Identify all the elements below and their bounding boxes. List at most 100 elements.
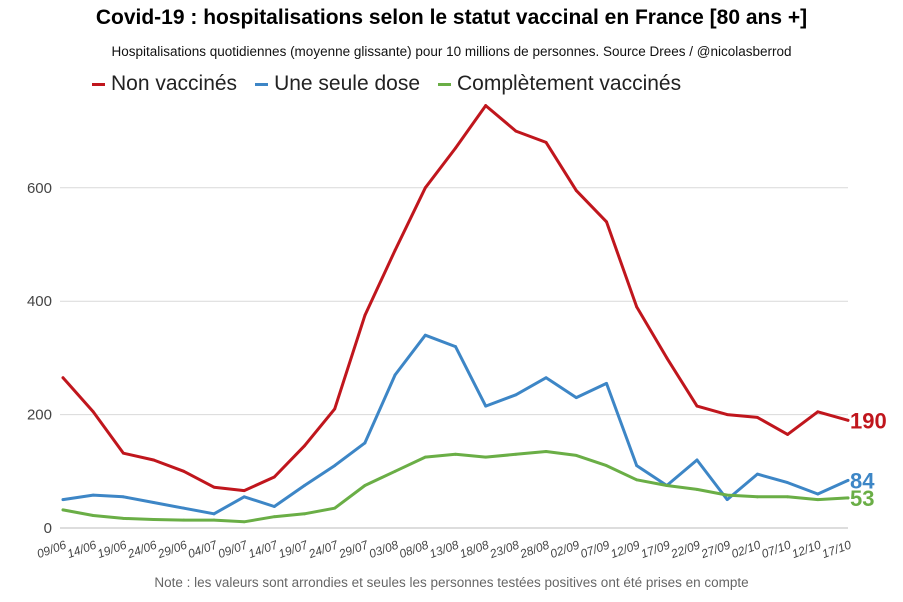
series-0-point-19 [635,305,639,309]
legend-label-completement-vaccines: Complètement vaccinés [457,72,682,95]
x-tick-label-19: 12/09 [609,538,642,562]
series-2-point-10 [363,484,367,487]
series-1-point-25 [816,492,820,496]
series-0-point-12 [423,186,427,190]
series-2-point-11 [393,469,397,473]
x-tick-label-3: 24/06 [125,538,159,562]
series-0-point-17 [574,189,578,193]
series-1-point-3 [152,501,155,504]
series-0-point-5 [212,485,216,489]
series-2-point-17 [574,454,578,457]
series-1-point-13 [454,345,457,348]
series-0-point-13 [454,146,457,150]
series-2-point-15 [514,452,518,456]
x-tick-label-21: 22/09 [668,538,702,562]
series-0-point-24 [786,433,790,436]
series-0-point-3 [152,458,155,462]
series-1-point-9 [333,464,337,468]
series-2-point-5 [212,518,216,522]
series-0-point-22 [725,413,729,416]
series-1-point-5 [212,512,216,516]
x-tick-label-1: 14/06 [65,538,98,562]
legend-item-une-seule-dose: Une seule dose [255,72,420,96]
x-tick-label-15: 23/08 [487,538,521,562]
x-tick-label-25: 12/10 [790,538,823,562]
x-tick-label-16: 28/08 [517,538,551,562]
series-2-point-18 [605,464,608,468]
series-0-point-25 [816,410,820,414]
series-1-point-26 [846,478,850,482]
series-0-point-7 [272,475,276,479]
series-line-2 [61,450,850,524]
y-tick-label-400: 400 [27,293,52,310]
series-0-point-23 [756,416,759,419]
end-label-series-2: 53 [850,486,874,511]
series-0-point-26 [846,418,850,422]
x-tick-label-20: 17/09 [639,538,672,562]
series-1-point-1 [91,493,95,497]
series-2-point-8 [303,512,306,516]
series-1-point-8 [303,484,306,487]
series-line-0 [61,104,850,493]
series-2-point-20 [665,484,669,487]
legend-item-non-vaccines: Non vaccinés [92,72,237,96]
series-2-point-9 [333,506,337,510]
series-0-point-18 [605,220,608,224]
series-2-point-14 [484,455,488,459]
x-tick-label-5: 04/07 [186,537,220,561]
series-2-point-13 [454,452,457,456]
series-0-point-21 [695,404,699,408]
series-1-point-16 [544,376,548,380]
series-0-point-9 [333,407,337,411]
legend-swatch-completement-vaccines [438,82,451,86]
series-0-point-6 [242,489,246,492]
series-0-point-8 [303,444,306,448]
series-2-point-25 [816,498,820,502]
series-1-point-10 [363,441,367,445]
x-tick-label-13: 13/08 [428,538,461,562]
x-tick-label-14: 18/08 [458,538,491,562]
series-2-point-12 [423,455,427,459]
x-tick-label-12: 08/08 [397,538,430,562]
series-1-point-7 [272,505,276,508]
chart-legend: Non vaccinés Une seule dose Complètement… [92,72,681,96]
x-tick-label-24: 07/10 [760,538,793,562]
series-0-point-20 [665,356,669,360]
series-2-point-2 [121,516,125,520]
x-tick-label-17: 02/09 [548,538,581,562]
x-tick-label-9: 24/07 [306,537,341,561]
chart-subtitle: Hospitalisations quotidiennes (moyenne g… [111,44,792,59]
chart-note: Note : les valeurs sont arrondies et seu… [154,575,749,590]
series-0-point-15 [514,129,518,133]
x-tick-label-7: 14/07 [246,537,280,561]
y-tick-label-200: 200 [27,407,52,424]
chart-title: Covid-19 : hospitalisations selon le sta… [95,6,808,29]
series-2-point-22 [725,493,729,497]
x-tick-label-0: 09/06 [35,538,68,562]
series-2-point-16 [544,450,548,453]
series-2-point-3 [152,518,155,521]
series-2-point-7 [272,515,276,519]
series-0-point-0 [61,376,65,380]
y-tick-label-0: 0 [44,520,52,537]
series-1-point-14 [484,404,488,408]
series-0-point-14 [484,104,488,107]
series-1-point-4 [182,506,186,510]
series-0-point-2 [121,451,125,455]
series-1-point-21 [695,458,699,462]
series-2-point-6 [242,520,246,524]
x-tick-label-8: 19/07 [277,537,311,561]
x-tick-label-6: 09/07 [216,537,250,561]
series-1-point-12 [423,333,427,337]
x-tick-label-2: 19/06 [95,538,128,562]
series-0-point-11 [393,248,397,252]
end-label-series-0: 190 [850,408,887,433]
x-tick-label-4: 29/06 [155,538,189,562]
series-2-point-24 [786,495,790,499]
series-line-1 [61,333,850,516]
series-1-point-0 [61,498,65,502]
x-tick-label-10: 29/07 [336,537,371,561]
legend-label-une-seule-dose: Une seule dose [274,72,420,95]
series-1-point-2 [121,495,125,499]
